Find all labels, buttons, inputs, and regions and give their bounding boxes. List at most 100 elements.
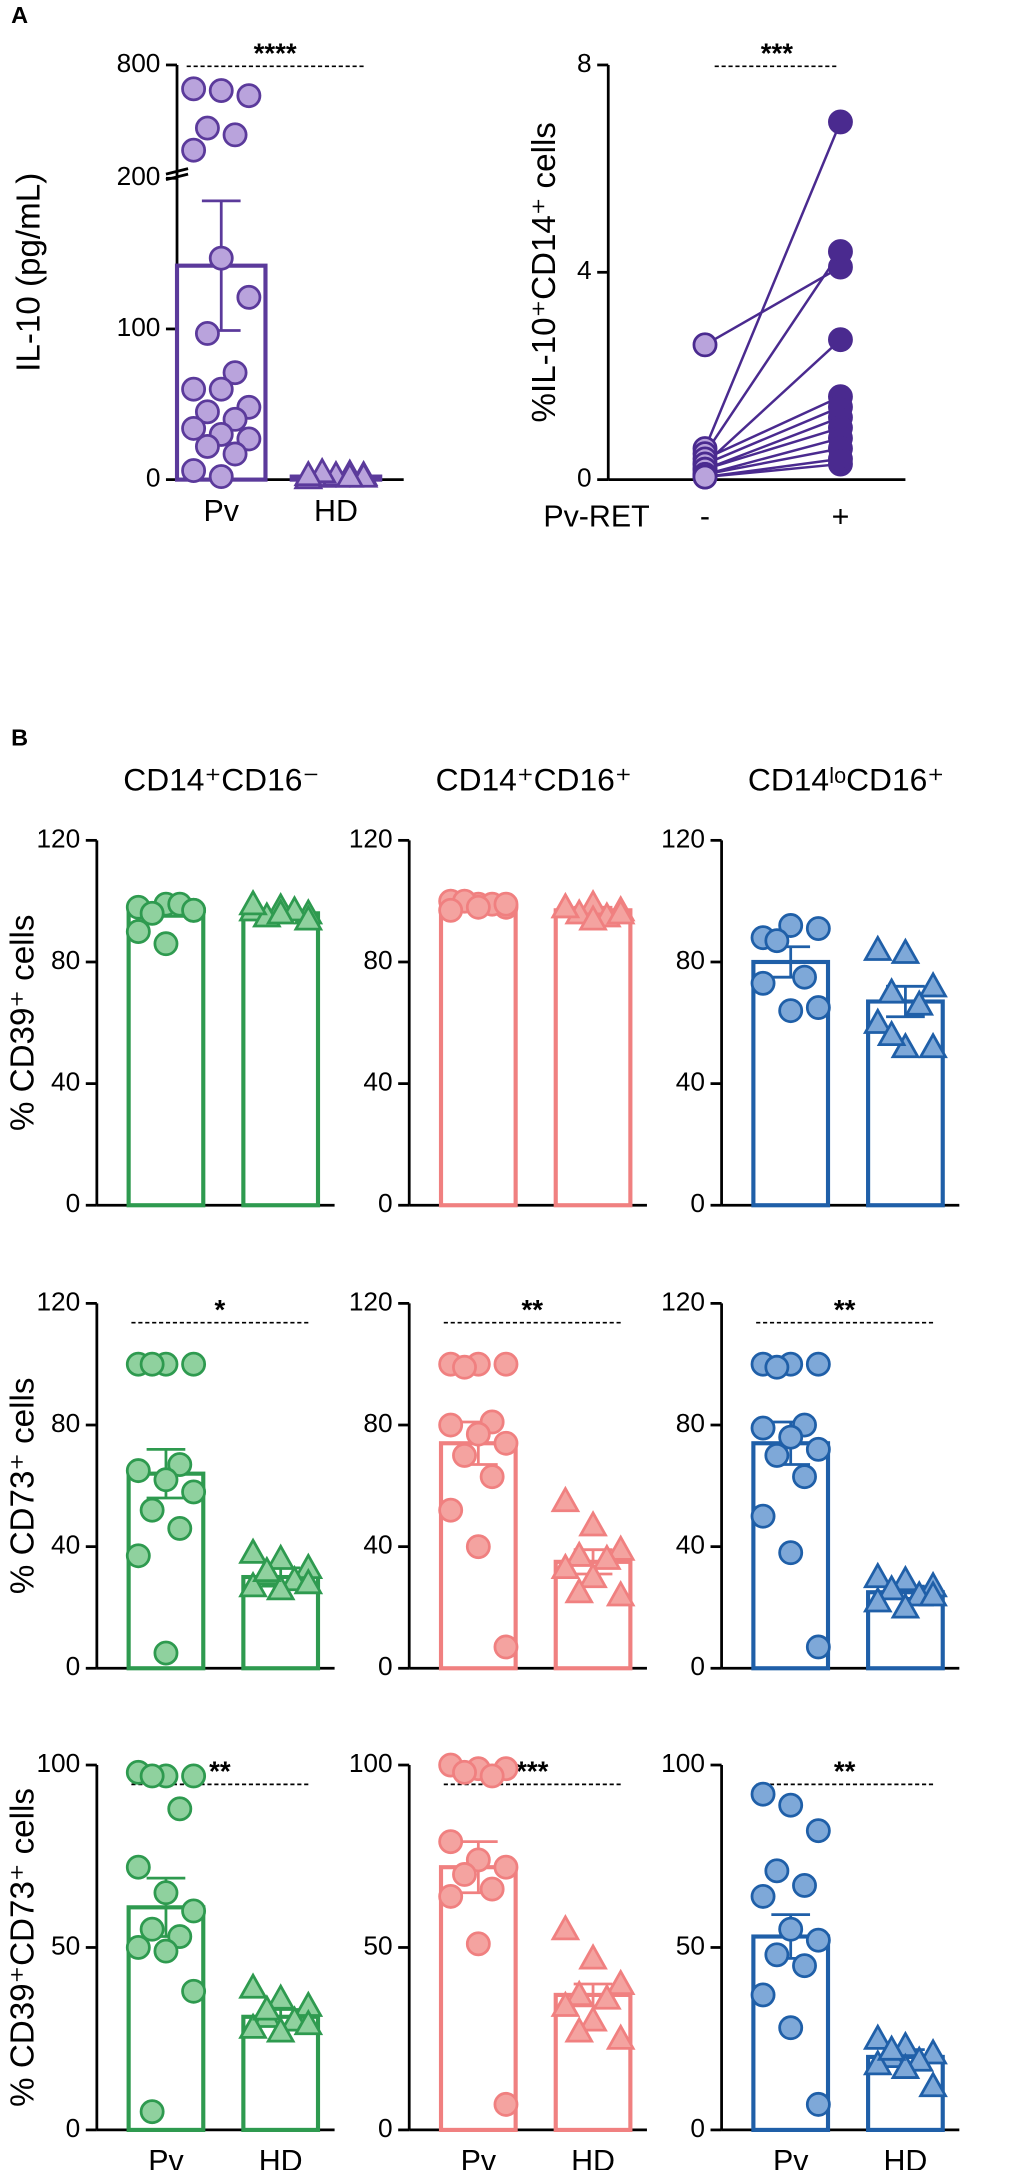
y-tick-label: 80 <box>51 1408 80 1438</box>
point <box>222 441 248 467</box>
y-tick-label: 120 <box>36 1286 80 1316</box>
point <box>764 1858 790 1884</box>
point <box>564 1979 595 2006</box>
point <box>181 1479 207 1505</box>
point <box>778 2015 804 2041</box>
pair-line <box>704 416 841 471</box>
y-tick-label: 40 <box>676 1067 705 1097</box>
point <box>167 1452 193 1477</box>
point <box>550 1485 581 1513</box>
y-tick-label: 40 <box>363 1067 392 1097</box>
point <box>792 1464 817 1490</box>
y-tick-label: 200 <box>117 161 161 191</box>
point <box>265 1983 296 2010</box>
point <box>181 1978 207 2004</box>
point <box>605 1968 636 1996</box>
point <box>438 897 464 923</box>
point <box>564 1576 595 1604</box>
point <box>918 2038 948 2065</box>
pair-line <box>704 436 841 476</box>
x-tick-label: HD <box>259 2144 303 2170</box>
point <box>890 1564 921 1592</box>
point <box>293 904 324 931</box>
point <box>194 434 220 459</box>
point <box>792 1873 817 1898</box>
pair-line <box>703 121 842 449</box>
pair-line <box>704 447 841 476</box>
y-tick-label: 0 <box>690 2113 705 2143</box>
y-tick-label: 0 <box>66 1188 81 1218</box>
x-tick-label: Pv <box>148 2144 184 2170</box>
point <box>764 1942 790 1968</box>
point <box>438 1883 464 1909</box>
panel-label: B <box>11 725 28 751</box>
point <box>465 894 491 920</box>
point <box>750 1781 776 1807</box>
point <box>764 1442 790 1468</box>
point <box>493 2091 519 2117</box>
point <box>862 2023 893 2050</box>
point <box>452 1759 477 1785</box>
point <box>479 1763 505 1789</box>
point <box>293 2008 324 2036</box>
point <box>692 332 718 358</box>
y-tick-label: 40 <box>363 1530 392 1560</box>
point <box>181 415 207 441</box>
point <box>125 1854 151 1880</box>
point <box>438 1829 464 1855</box>
bar <box>241 911 321 1208</box>
point <box>125 919 151 945</box>
point <box>139 1916 165 1942</box>
significance-stars: * <box>214 1294 225 1325</box>
point <box>764 928 790 954</box>
significance-stars: **** <box>254 38 297 69</box>
point <box>452 1442 477 1468</box>
point <box>194 399 220 425</box>
point <box>578 1510 608 1537</box>
y-tick-label: 0 <box>577 463 592 493</box>
point <box>778 998 804 1024</box>
point <box>764 1354 790 1380</box>
point <box>805 1927 831 1953</box>
point <box>805 1351 831 1377</box>
y-tick-label: 40 <box>51 1067 80 1097</box>
point <box>265 2016 296 2043</box>
point <box>805 1436 831 1462</box>
point <box>479 1464 505 1490</box>
point <box>236 284 262 310</box>
point <box>904 989 935 1016</box>
point <box>778 913 804 938</box>
y-tick-label: 0 <box>66 1651 81 1681</box>
x-tick-label: - <box>700 499 710 533</box>
point <box>862 1007 893 1034</box>
point <box>862 934 893 961</box>
point <box>167 1796 193 1822</box>
point <box>479 1876 505 1902</box>
point <box>181 1898 207 1924</box>
pair-line <box>704 395 841 461</box>
point <box>222 122 248 148</box>
bar <box>553 908 633 1208</box>
point <box>778 1792 804 1818</box>
y-tick-label: 50 <box>51 1930 80 1960</box>
point <box>222 406 248 432</box>
y-tick-label: 100 <box>661 1748 705 1778</box>
point <box>805 2091 831 2117</box>
point <box>238 1537 268 1564</box>
point <box>167 1515 193 1541</box>
point <box>125 1543 151 1569</box>
point <box>876 977 907 1004</box>
y-tick-label: 120 <box>661 823 705 853</box>
y-tick-label: 0 <box>378 2113 393 2143</box>
point <box>125 1935 151 1960</box>
y-tick-label: 50 <box>676 1930 705 1960</box>
point <box>750 1415 776 1441</box>
point <box>550 1990 581 2017</box>
point <box>493 1634 519 1660</box>
y-tick-label: 0 <box>690 1651 705 1681</box>
point <box>493 1351 519 1377</box>
point <box>904 2045 935 2072</box>
y-tick-label: 0 <box>66 2113 81 2143</box>
point <box>181 137 207 163</box>
